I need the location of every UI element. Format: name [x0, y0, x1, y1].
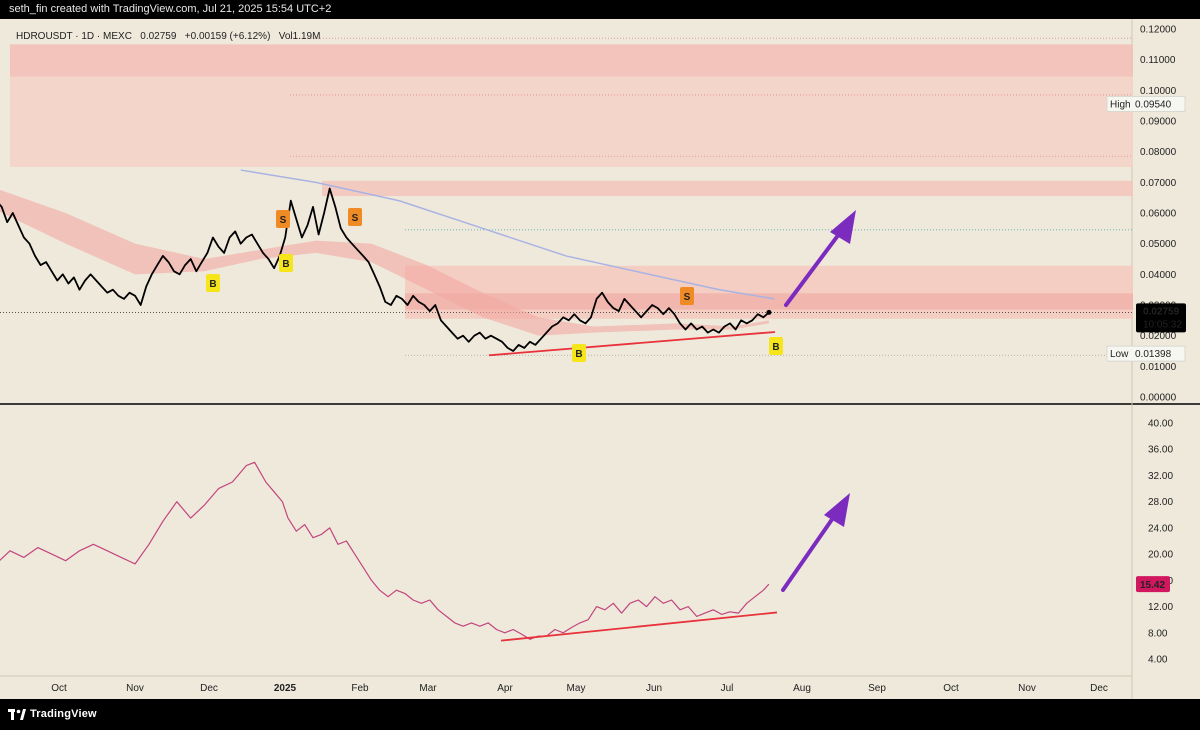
time-tick-label: 2025: [274, 683, 297, 694]
symbol-legend[interactable]: HDROUSDT · 1D · MEXC 0.02759 +0.00159 (+…: [16, 31, 320, 42]
buy-signal-badge[interactable]: [206, 274, 220, 292]
buy-signal-badge-label: B: [209, 279, 216, 290]
sell-signal-badge[interactable]: [276, 210, 290, 228]
attribution-bar: seth_fin created with TradingView.com, J…: [0, 0, 1200, 19]
buy-signal-badge-label: B: [282, 259, 289, 270]
price-tick-label: 0.02000: [1140, 331, 1177, 342]
indicator-tick-label: 8.00: [1148, 628, 1168, 639]
time-tick-label: Oct: [943, 683, 959, 694]
indicator-tick-label: 28.00: [1148, 497, 1173, 508]
indicator-tick-label: 32.00: [1148, 471, 1173, 482]
price-tick-label: 0.01000: [1140, 362, 1177, 373]
low-price-tag: [1106, 345, 1186, 362]
buy-signal-badge[interactable]: [572, 344, 586, 362]
supply-zone-mid[interactable]: [10, 76, 1133, 167]
indicator-tick-label: 24.00: [1148, 523, 1173, 534]
chart-svg[interactable]: B B B B S S S 0.12000 0.11000 0.10000 0.09000 0.080…: [0, 19, 1200, 699]
time-tick-label: Sep: [868, 683, 886, 694]
time-tick-label: Aug: [793, 683, 811, 694]
current-price-value: 0.02759: [1143, 306, 1180, 317]
price-tick-label: 0.05000: [1140, 239, 1177, 250]
low-price-tag-label: Low: [1110, 349, 1129, 360]
supply-zone-70[interactable]: [322, 180, 1133, 197]
price-tick-label: 0.07000: [1140, 178, 1177, 189]
price-up-arrow-head[interactable]: [830, 210, 856, 244]
price-tick-label: 0.04000: [1140, 270, 1177, 281]
low-price-tag-value: 0.01398: [1135, 349, 1172, 360]
time-tick-label: Nov: [1018, 683, 1036, 694]
buy-signal-badge-label: B: [772, 342, 779, 353]
indicator-trendline[interactable]: [500, 611, 778, 642]
bar-countdown: 10:05:32: [1143, 319, 1182, 330]
high-price-tag-label: High: [1110, 99, 1131, 110]
price-tick-label: 0.10000: [1140, 86, 1177, 97]
sell-signal-badge[interactable]: [680, 287, 694, 305]
price-tick-label: 0.06000: [1140, 209, 1177, 220]
high-price-tag: [1106, 95, 1186, 112]
sell-signal-badge[interactable]: [348, 208, 362, 226]
rsi-up-arrow-head[interactable]: [824, 493, 850, 527]
price-tick-label: 0.11000: [1140, 55, 1176, 66]
time-tick-label: May: [567, 683, 586, 694]
attribution-text: seth_fin created with TradingView.com, J…: [9, 3, 332, 15]
sell-signal-badge-label: S: [352, 213, 359, 224]
indicator-value: 15.42: [1140, 580, 1165, 591]
buy-signal-badge-label: B: [575, 349, 582, 360]
indicator-tick-label: 20.00: [1148, 550, 1173, 561]
indicator-tick-label: 36.00: [1148, 445, 1173, 456]
time-tick-label: Mar: [419, 683, 437, 694]
price-tick-label: 0.08000: [1140, 147, 1177, 158]
supply-zone-30[interactable]: [405, 293, 1133, 310]
high-price-tag-value: 0.09540: [1135, 99, 1172, 110]
legend-last: 0.02759: [140, 31, 177, 42]
indicator-tick-label: 40.00: [1148, 419, 1173, 430]
indicator-tick-label: 4.00: [1148, 655, 1168, 666]
supply-zone-top[interactable]: [10, 44, 1133, 77]
time-tick-label: Nov: [126, 683, 144, 694]
time-tick-label: Dec: [1090, 683, 1108, 694]
time-tick-label: Oct: [51, 683, 67, 694]
price-tick-label: 0.00000: [1140, 393, 1177, 404]
legend-volume: Vol1.19M: [278, 31, 321, 42]
price-line[interactable]: [0, 187, 770, 352]
tradingview-logo-icon: [8, 709, 26, 720]
last-price-dot: [766, 309, 772, 315]
time-tick-label: Dec: [200, 683, 218, 694]
current-price-badge: [1136, 303, 1186, 333]
footer-brand: TradingView: [30, 708, 97, 720]
support-trendline[interactable]: [488, 331, 776, 357]
time-tick-label: Jul: [721, 683, 734, 694]
legend-symbol[interactable]: HDROUSDT · 1D · MEXC: [16, 31, 132, 42]
price-tick-label: 0.12000: [1140, 25, 1177, 36]
buy-signal-badge[interactable]: [279, 254, 293, 272]
buy-signal-badge[interactable]: [769, 337, 783, 355]
indicator-line[interactable]: [0, 461, 770, 640]
footer-bar: TradingView: [0, 699, 1200, 730]
indicator-tick-label: 12.00: [1148, 602, 1173, 613]
time-tick-label: Apr: [497, 683, 513, 694]
indicator-value-badge: [1136, 576, 1170, 593]
price-tick-label: 0.09000: [1140, 117, 1177, 128]
time-tick-label: Jun: [646, 683, 662, 694]
sell-signal-badge-label: S: [684, 292, 691, 303]
legend-change: +0.00159 (+6.12%): [184, 31, 271, 42]
sell-signal-badge-label: S: [280, 215, 287, 226]
time-tick-label: Feb: [351, 683, 369, 694]
ema-cloud: [0, 189, 769, 336]
moving-average-line: [240, 169, 775, 300]
